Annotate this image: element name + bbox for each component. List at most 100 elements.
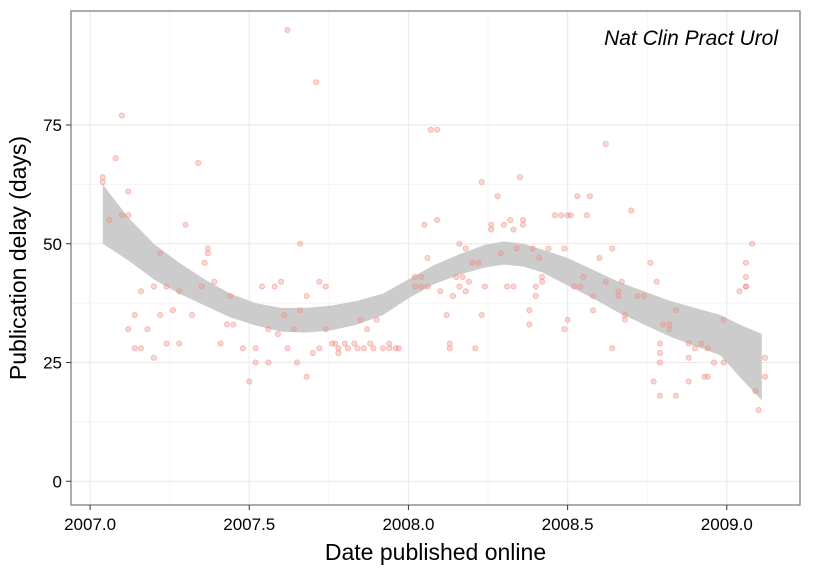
data-point — [561, 326, 568, 333]
data-point — [656, 340, 663, 347]
data-point — [252, 345, 259, 352]
y-tick-label: 50 — [43, 235, 62, 254]
data-point — [157, 311, 164, 318]
data-point — [621, 316, 628, 323]
data-point — [536, 254, 543, 261]
data-point — [472, 345, 479, 352]
data-point — [144, 326, 151, 333]
data-point — [125, 326, 132, 333]
data-point — [284, 345, 291, 352]
x-tick-label: 2007.0 — [64, 515, 116, 534]
data-point — [316, 345, 323, 352]
data-point — [195, 159, 202, 166]
data-point — [704, 373, 711, 380]
data-point — [386, 340, 393, 347]
data-point — [271, 283, 278, 290]
data-point — [634, 292, 641, 299]
data-point — [609, 245, 616, 252]
data-point — [137, 288, 144, 295]
data-point — [500, 221, 507, 228]
data-point — [497, 250, 504, 257]
data-point — [357, 316, 364, 323]
data-point — [656, 349, 663, 356]
data-point — [351, 340, 358, 347]
data-point — [106, 216, 113, 223]
data-point — [539, 278, 546, 285]
data-point — [176, 288, 183, 295]
data-point — [227, 292, 234, 299]
data-point — [478, 178, 485, 185]
data-point — [459, 273, 466, 280]
data-point — [265, 326, 272, 333]
data-point — [150, 354, 157, 361]
data-point — [462, 245, 469, 252]
data-point — [421, 221, 428, 228]
data-points — [99, 26, 769, 413]
data-point — [290, 326, 297, 333]
data-point — [618, 278, 625, 285]
data-point — [720, 316, 727, 323]
data-point — [163, 340, 170, 347]
data-point — [742, 273, 749, 280]
x-tick-label: 2008.0 — [382, 515, 434, 534]
data-point — [198, 283, 205, 290]
data-point — [564, 212, 571, 219]
data-point — [532, 283, 539, 290]
data-point — [278, 278, 285, 285]
data-point — [370, 345, 377, 352]
data-point — [360, 345, 367, 352]
data-point — [322, 326, 329, 333]
x-tick-label: 2008.5 — [542, 515, 594, 534]
data-point — [303, 292, 310, 299]
data-point — [112, 155, 119, 162]
data-point — [481, 283, 488, 290]
journal-annotation: Nat Clin Pract Urol — [604, 27, 779, 50]
data-point — [656, 359, 663, 366]
data-point — [529, 245, 536, 252]
data-point — [583, 212, 590, 219]
data-point — [125, 212, 132, 219]
data-point — [230, 321, 237, 328]
data-point — [510, 226, 517, 233]
x-tick-label: 2007.5 — [223, 515, 275, 534]
plot-border — [70, 10, 801, 506]
data-point — [580, 273, 587, 280]
data-point — [131, 311, 138, 318]
data-point — [316, 278, 323, 285]
data-point — [265, 359, 272, 366]
data-point — [284, 26, 291, 33]
data-point — [395, 345, 402, 352]
data-point — [590, 292, 597, 299]
y-tick-label: 25 — [43, 354, 62, 373]
y-tick-label: 75 — [43, 116, 62, 135]
data-point — [656, 392, 663, 399]
x-axis-title: Date published online — [325, 539, 546, 565]
data-point — [666, 326, 673, 333]
data-point — [223, 321, 230, 328]
data-point — [469, 259, 476, 266]
data-point — [309, 349, 316, 356]
data-point — [526, 321, 533, 328]
data-point — [704, 345, 711, 352]
data-point — [475, 259, 482, 266]
data-point — [434, 216, 441, 223]
data-point — [672, 307, 679, 314]
y-axis-title: Publication delay (days) — [5, 136, 31, 380]
data-point — [364, 326, 371, 333]
data-point — [615, 292, 622, 299]
data-point — [118, 112, 125, 119]
data-point — [650, 378, 657, 385]
data-point — [418, 283, 425, 290]
data-point — [488, 221, 495, 228]
data-point — [510, 283, 517, 290]
data-point — [453, 273, 460, 280]
data-point — [691, 345, 698, 352]
data-point — [335, 345, 342, 352]
data-point — [293, 359, 300, 366]
data-point — [586, 193, 593, 200]
data-point — [297, 307, 304, 314]
x-axis-ticks: 2007.0 2007.5 2008.0 2008.5 2009.0 — [64, 505, 753, 534]
data-point — [755, 406, 762, 413]
data-point — [418, 273, 425, 280]
data-point — [188, 311, 195, 318]
